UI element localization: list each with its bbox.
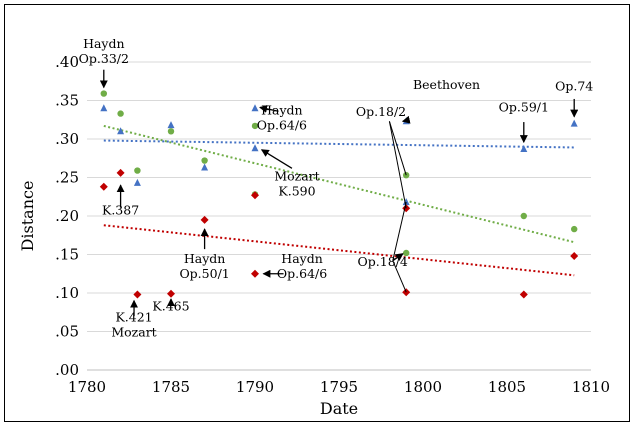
chart-frame: .00 .05 .10 .15 .20 .25 .30 .35 .40 1780 1785 1790 1… — [4, 4, 630, 422]
y-tick-label: .35 — [55, 92, 79, 110]
annotation-label: Op.74 — [555, 78, 593, 93]
data-point-circle — [251, 122, 259, 130]
annotation-label: K.590 — [278, 184, 315, 199]
data-point-triangle — [167, 121, 175, 129]
y-tick-label: .30 — [55, 130, 79, 148]
data-point-triangle — [570, 119, 578, 127]
annotation-arrow — [260, 149, 293, 169]
annotation-arrow — [392, 253, 404, 262]
data-point-triangle — [201, 163, 209, 171]
data-point-circle — [520, 212, 527, 220]
y-tick-label: .10 — [55, 284, 79, 302]
data-point-circle — [100, 90, 108, 97]
data-point-triangle — [117, 127, 125, 135]
annotation-arrow — [259, 104, 279, 113]
annotation-label: Haydn — [83, 36, 124, 51]
trendline — [103, 224, 575, 277]
data-point-diamond — [519, 290, 528, 299]
x-tick-label: 1800 — [404, 378, 442, 396]
x-tick-label: 1785 — [152, 378, 190, 396]
x-tick-label: 1810 — [572, 378, 610, 396]
y-tick-label: .20 — [55, 207, 79, 225]
scatter-chart: .00 .05 .10 .15 .20 .25 .30 .35 .40 1780 1785 1790 1… — [18, 36, 610, 418]
annotation-label: K.421 — [115, 309, 152, 324]
data-point-diamond — [133, 290, 142, 299]
data-point-triangle — [251, 104, 259, 112]
data-point-diamond — [570, 252, 579, 261]
annotation-connector — [388, 121, 407, 209]
annotation-label: K.465 — [152, 299, 189, 314]
annotation-label: Mozart — [274, 169, 319, 184]
data-point-triangle — [402, 198, 410, 206]
annotation-label: Op.64/6 — [257, 117, 307, 132]
x-tick-label: 1790 — [236, 378, 274, 396]
y-tick-label: .40 — [55, 53, 79, 71]
annotation-label: Op.64/6 — [277, 266, 327, 281]
annotation-label: K.387 — [102, 202, 139, 217]
data-point-triangle — [100, 104, 108, 112]
annotation-label: Haydn — [184, 251, 225, 266]
data-point-triangle — [520, 145, 528, 153]
data-point-circle — [571, 225, 578, 233]
y-tick-label: .00 — [55, 361, 79, 379]
data-point-diamond — [99, 182, 108, 191]
data-point-diamond — [200, 215, 209, 224]
data-point-circle — [201, 157, 208, 164]
data-point-circle — [167, 128, 175, 135]
annotation-label: Mozart — [111, 324, 156, 339]
y-tick-label: .05 — [55, 323, 79, 341]
annotation-label: Beethoven — [413, 77, 480, 92]
data-point-circle — [117, 110, 124, 117]
annotation-label: Haydn — [281, 251, 322, 266]
annotation-arrow — [401, 115, 411, 124]
annotation-label: Haydn — [261, 102, 302, 117]
x-tick-label: 1780 — [68, 378, 106, 396]
x-tick-label: 1795 — [320, 378, 358, 396]
y-axis-title: Distance — [18, 181, 37, 252]
x-tick-label: 1805 — [488, 378, 526, 396]
trendline — [103, 139, 575, 149]
y-tick-label: .15 — [55, 246, 79, 264]
annotation-connector — [392, 202, 407, 261]
x-axis-title: Date — [320, 399, 358, 418]
annotation-connector — [388, 121, 407, 176]
data-point-circle — [403, 249, 410, 257]
data-point-circle — [134, 167, 141, 174]
data-point-diamond — [116, 168, 125, 177]
data-point-diamond — [167, 289, 175, 298]
data-point-diamond — [251, 269, 259, 278]
annotation-label: Op.59/1 — [499, 99, 549, 114]
annotation-label: Op.18/4 — [358, 254, 408, 269]
data-point-triangle — [133, 178, 141, 186]
annotation-label: Op.50/1 — [179, 266, 229, 281]
annotation-label: Op.33/2 — [79, 51, 129, 66]
annotation-label: Op.18/2 — [356, 104, 406, 119]
data-point-diamond — [251, 191, 259, 200]
data-point-triangle — [251, 144, 259, 152]
y-tick-label: .25 — [55, 169, 79, 187]
annotation-connector — [392, 260, 407, 293]
